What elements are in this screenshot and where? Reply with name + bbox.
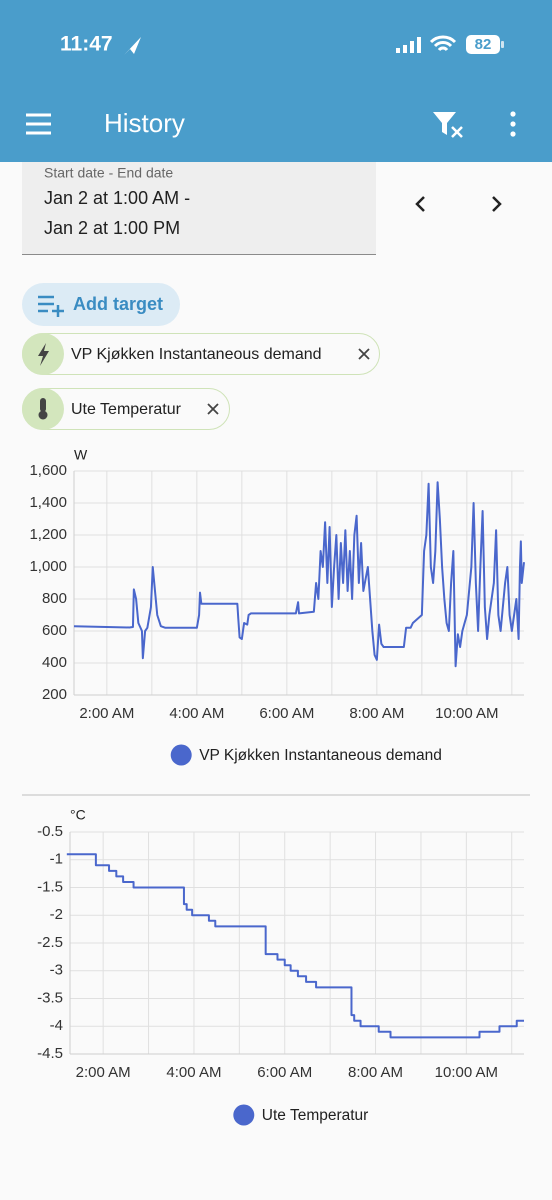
y-tick-label: -1 bbox=[50, 851, 63, 868]
battery-icon bbox=[466, 35, 500, 54]
header-background bbox=[0, 0, 552, 162]
y-tick-label: 400 bbox=[42, 654, 67, 671]
y-tick-label: -3 bbox=[50, 962, 63, 979]
x-tick-label: 8:00 AM bbox=[348, 1064, 403, 1081]
wifi-icon bbox=[429, 35, 457, 52]
previous-button[interactable] bbox=[415, 196, 425, 212]
y-tick-label: 1,600 bbox=[29, 462, 67, 479]
x-tick-label: 6:00 AM bbox=[259, 705, 314, 722]
y-tick-label: -4 bbox=[50, 1017, 63, 1034]
y-tick-label: -0.5 bbox=[37, 823, 63, 840]
y-tick-label: -4.5 bbox=[37, 1045, 63, 1062]
next-button[interactable] bbox=[492, 196, 502, 212]
signal-icon bbox=[396, 37, 421, 53]
series-line bbox=[73, 481, 525, 668]
x-tick-label: 2:00 AM bbox=[79, 705, 134, 722]
x-tick-label: 6:00 AM bbox=[257, 1064, 312, 1081]
start-date: Jan 2 at 1:00 AM - bbox=[44, 188, 190, 208]
legend-label: VP Kjøkken Instantaneous demand bbox=[199, 747, 442, 764]
add-target-button[interactable] bbox=[22, 283, 180, 326]
y-axis-unit: °C bbox=[70, 807, 86, 823]
x-tick-label: 4:00 AM bbox=[166, 1064, 221, 1081]
app-title: History bbox=[104, 108, 185, 138]
status-time: 11:47 bbox=[60, 33, 113, 56]
y-tick-label: 1,400 bbox=[29, 494, 67, 511]
x-tick-label: 4:00 AM bbox=[169, 705, 224, 722]
add-target-icon bbox=[38, 295, 64, 317]
y-axis-unit: W bbox=[74, 447, 88, 463]
y-tick-label: -2 bbox=[50, 906, 63, 923]
x-tick-label: 10:00 AM bbox=[435, 705, 498, 722]
lightning-icon bbox=[38, 343, 49, 366]
y-tick-label: 600 bbox=[42, 622, 67, 639]
y-tick-label: 800 bbox=[42, 590, 67, 607]
location-icon bbox=[124, 37, 141, 55]
x-tick-label: 8:00 AM bbox=[349, 705, 404, 722]
clear-filter-button[interactable] bbox=[433, 112, 463, 138]
battery-level: 82 bbox=[475, 36, 492, 53]
add-target-label: Add target bbox=[73, 294, 163, 314]
series-line bbox=[66, 853, 524, 1039]
x-tick-label: 10:00 AM bbox=[435, 1064, 498, 1081]
end-date: Jan 2 at 1:00 PM bbox=[44, 218, 180, 238]
legend-label: Ute Temperatur bbox=[262, 1107, 369, 1124]
remove-target-button[interactable] bbox=[207, 403, 219, 415]
date-picker-label: Start date - End date bbox=[44, 165, 173, 181]
y-tick-label: 1,000 bbox=[29, 558, 67, 575]
target-chip-label: VP Kjøkken Instantaneous demand bbox=[71, 346, 322, 363]
y-tick-label: 200 bbox=[42, 686, 67, 703]
date-picker[interactable] bbox=[22, 162, 376, 255]
battery-tip bbox=[501, 41, 504, 48]
y-tick-label: -3.5 bbox=[37, 989, 63, 1006]
more-button[interactable] bbox=[510, 111, 516, 137]
remove-target-button[interactable] bbox=[358, 348, 370, 360]
thermometer-icon bbox=[38, 398, 48, 420]
target-chip-label: Ute Temperatur bbox=[71, 401, 182, 418]
menu-button[interactable] bbox=[26, 113, 51, 135]
y-tick-label: -1.5 bbox=[37, 878, 63, 895]
legend-marker bbox=[170, 744, 192, 766]
y-tick-label: -2.5 bbox=[37, 934, 63, 951]
legend-marker bbox=[233, 1104, 255, 1126]
x-tick-label: 2:00 AM bbox=[76, 1064, 131, 1081]
y-tick-label: 1,200 bbox=[29, 526, 67, 543]
